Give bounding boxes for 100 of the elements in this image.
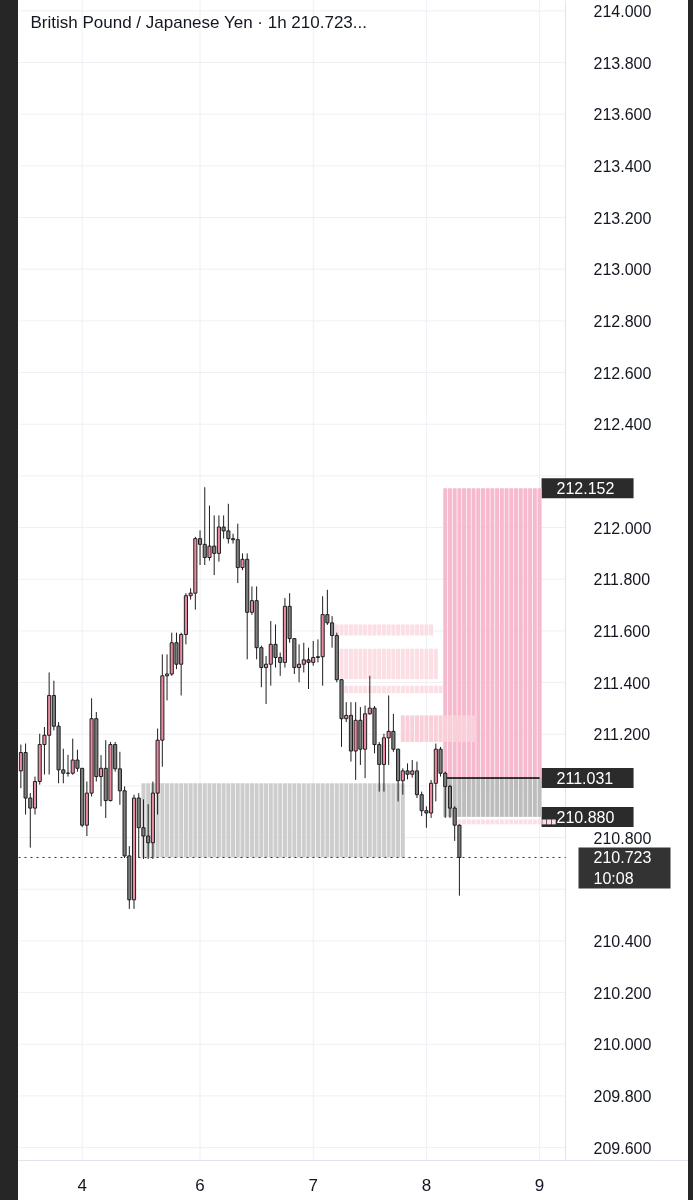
bar [471,819,476,825]
bar [287,783,292,858]
bar [202,783,207,858]
bar [443,715,448,742]
bar [419,624,424,636]
y-tick-label: 212.600 [593,364,652,382]
bar [471,777,476,817]
bar [372,648,377,680]
bar [551,819,556,825]
bar [254,783,259,858]
bar [504,819,509,825]
x-tick-label: 6 [195,1175,205,1195]
bar [518,819,523,825]
bar [410,685,415,694]
y-tick-label: 213.200 [593,209,652,227]
y-tick-label: 210.000 [593,1036,652,1054]
bar [509,488,514,778]
bar [391,648,396,680]
bar [391,783,396,858]
bar [320,783,325,858]
bar [353,648,358,680]
bar [471,488,476,778]
bar [419,648,424,680]
bar [457,777,462,817]
bar [240,783,245,858]
bar [353,685,358,694]
bar [344,685,349,694]
bar [471,715,476,742]
bar [433,648,438,680]
bar [358,685,363,694]
y-tick-label: 213.600 [593,106,652,124]
bar [537,488,542,778]
y-tick-label: 212.400 [593,416,652,434]
bar [485,819,490,825]
y-tick-label: 212.000 [593,519,652,537]
annotation: 210.880 [556,808,615,826]
bar [353,624,358,636]
y-tick-label: 214.000 [593,2,652,20]
bar [405,715,410,742]
bar [160,783,165,858]
bar [438,715,443,742]
bar [386,685,391,694]
bar [386,648,391,680]
bar [518,488,523,778]
annotation: 212.152 [556,480,615,498]
bar [377,648,382,680]
bar [188,783,193,858]
bar [221,783,226,858]
bar [518,777,523,817]
bar [207,783,212,858]
y-tick-label: 213.400 [593,157,652,175]
y-tick-label: 211.800 [593,571,651,589]
y-tick-label: 210.400 [593,932,652,950]
bar [476,488,481,778]
bar [542,819,547,825]
bar [259,783,264,858]
bar [490,777,495,817]
bar [377,783,382,858]
bar [226,783,231,858]
bar [358,624,363,636]
bar [353,783,358,858]
bar [273,783,278,858]
bar [344,783,349,858]
bar [306,783,311,858]
bar [372,783,377,858]
bar [523,488,528,778]
bar [386,783,391,858]
bar [344,624,349,636]
bar [174,783,179,858]
text: British Pound / Japanese Yen · 1h 210.723... [30,13,367,32]
bar [386,624,391,636]
bar [358,783,363,858]
bar [339,624,344,636]
annotation: 211.031 [556,769,614,787]
bar [490,488,495,778]
bar [410,648,415,680]
bar [452,715,457,742]
bar [292,783,297,858]
bar [410,715,415,742]
bar [391,624,396,636]
bar [457,715,462,742]
bar [424,685,429,694]
bar [391,685,396,694]
y-tick-label: 213.800 [593,54,652,72]
bar [490,819,495,825]
y-tick-label: 211.200 [593,726,651,744]
bar [537,777,542,817]
bar [523,777,528,817]
bar [235,783,240,858]
bar [410,624,415,636]
bar [377,624,382,636]
bar [169,783,174,858]
bar [339,783,344,858]
bar [405,685,410,694]
x-tick-label: 4 [77,1175,87,1195]
y-tick-label: 211.600 [593,622,651,640]
y-tick-label: 211.400 [593,674,651,692]
bar [344,648,349,680]
bar [476,819,481,825]
bar [537,819,542,825]
